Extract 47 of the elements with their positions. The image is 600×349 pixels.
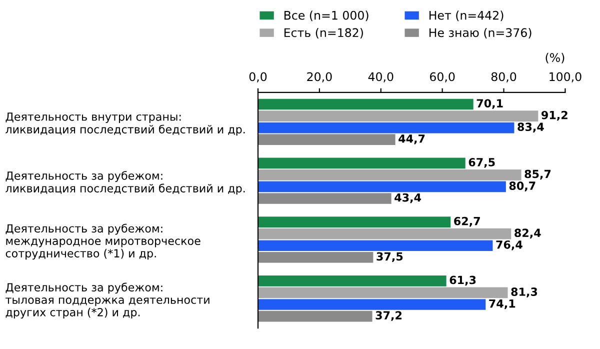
- x-tick-label: 60,0: [430, 72, 455, 82]
- data-label: 37,5: [376, 252, 403, 262]
- bar: [258, 240, 493, 252]
- bar: [258, 181, 506, 192]
- bar: [258, 193, 392, 204]
- text: (%): [546, 52, 564, 64]
- data-label: 70,1: [476, 99, 503, 109]
- bar: [258, 252, 374, 263]
- data-label: 91,2: [542, 110, 568, 121]
- x-tick-label: 100,0: [550, 72, 582, 82]
- bar: [258, 110, 538, 122]
- data-label: 85,7: [524, 170, 551, 180]
- data-label: 81,3: [511, 288, 538, 298]
- bar: [258, 134, 396, 146]
- data-label: 37,2: [376, 311, 402, 321]
- data-label: 82,4: [514, 228, 541, 238]
- data-label: 80,7: [509, 182, 536, 192]
- bar: [258, 122, 514, 134]
- bar: [258, 170, 522, 180]
- x-tick-label: 20,0: [307, 72, 332, 82]
- bar: [258, 98, 474, 110]
- legend-label: Все (n=1 000): [284, 10, 368, 22]
- bar: [258, 310, 372, 322]
- bar: [258, 287, 508, 298]
- y-tick-label: Деятельность за рубежом: тыловая поддержка деятельности других стран (*2) и др.: [6, 282, 210, 319]
- legend-label: Есть (n=182): [284, 28, 363, 38]
- x-tick-label: 40,0: [368, 72, 394, 82]
- bar: [258, 158, 466, 169]
- data-label: 44,7: [398, 134, 425, 144]
- y-tick-label: Деятельность за рубежом: ликвидация последствий бедствий и др.: [6, 171, 245, 195]
- data-label: 67,5: [468, 158, 495, 168]
- bar: [258, 276, 446, 286]
- data-label: 83,4: [518, 122, 544, 132]
- bar: [258, 216, 451, 228]
- x-tick-label: 0,0: [249, 72, 267, 82]
- bar: [258, 299, 486, 310]
- data-label: 76,4: [496, 240, 522, 250]
- x-tick-label: 80,0: [491, 72, 516, 82]
- data-label: 43,4: [394, 193, 422, 204]
- data-label: 62,7: [454, 216, 480, 227]
- bar: [258, 228, 512, 240]
- y-tick-label: Деятельность внутри страны: ликвидация последствий бедствий и др.: [6, 112, 245, 136]
- legend-label: Не знаю (n=376): [430, 28, 532, 38]
- legend-label: Нет (n=442): [430, 10, 504, 22]
- y-tick-label: Деятельность за рубежом: международное миротворческое сотрудничество (*1) и др.: [6, 224, 200, 260]
- data-label: 61,3: [450, 276, 476, 286]
- data-label: 74,1: [489, 299, 516, 310]
